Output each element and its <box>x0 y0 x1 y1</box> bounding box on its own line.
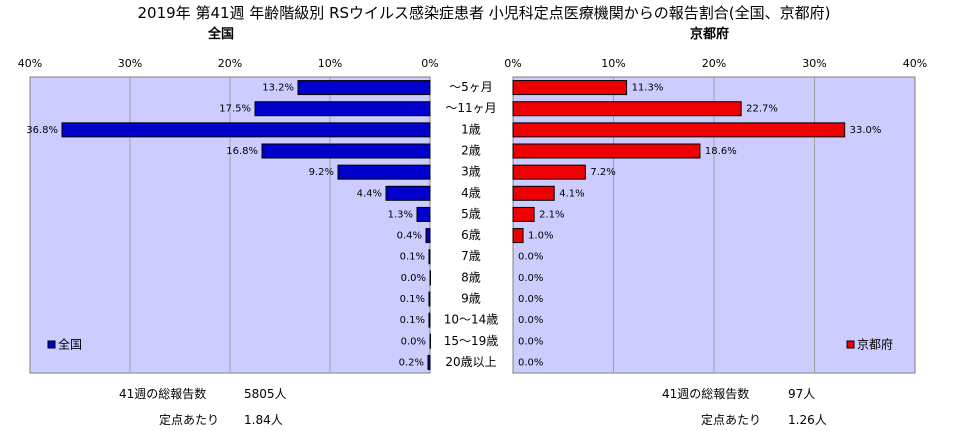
right-bar-value-label: 33.0% <box>850 125 882 136</box>
age-category-label: 15～19歳 <box>444 334 499 348</box>
right-per-value: 1.26人 <box>788 413 827 427</box>
right-bar <box>512 122 846 138</box>
right-bar-value-label: 22.7% <box>746 104 778 115</box>
right-bar-value-label: 11.3% <box>632 83 664 94</box>
legend-swatch-kyoto <box>846 340 855 349</box>
left-bar-value-label: 17.5% <box>219 104 251 115</box>
left-bar <box>385 185 431 201</box>
right-tick-label: 40% <box>903 57 927 70</box>
left-bar <box>61 122 431 138</box>
age-category-label: 3歳 <box>461 165 481 179</box>
right-total-value: 97人 <box>788 387 816 401</box>
left-bar-value-label: 0.4% <box>397 231 422 242</box>
age-category-label: ～11ヶ月 <box>445 101 496 115</box>
age-category-label: 10～14歳 <box>444 313 499 327</box>
right-bar-value-label: 0.0% <box>518 315 543 326</box>
right-tick-label: 0% <box>504 57 521 70</box>
left-bar-value-label: 0.1% <box>400 294 425 305</box>
right-bar <box>512 185 555 201</box>
left-bar <box>254 101 431 117</box>
left-bar-value-label: 4.4% <box>357 188 382 199</box>
left-bar <box>429 333 431 349</box>
right-bar <box>512 143 701 159</box>
left-bar-value-label: 0.0% <box>401 336 426 347</box>
right-bar-value-label: 4.1% <box>559 188 584 199</box>
left-bar <box>427 354 431 370</box>
right-bar <box>512 164 586 180</box>
right-tick-label: 20% <box>702 57 726 70</box>
left-per-label: 定点あたり <box>159 413 220 427</box>
left-bar <box>428 291 431 307</box>
left-bar-value-label: 0.0% <box>401 273 426 284</box>
left-bar <box>425 228 431 244</box>
age-category-label: 1歳 <box>461 122 481 136</box>
left-bar <box>428 312 431 328</box>
age-category-label: 5歳 <box>461 207 481 221</box>
right-bar-value-label: 0.0% <box>518 336 543 347</box>
left-per-value: 1.84人 <box>244 413 283 427</box>
left-panel-label: 全国 <box>208 27 235 42</box>
right-bar-value-label: 0.0% <box>518 294 543 305</box>
chart-title: 2019年 第41週 年齢階級別 RSウイルス感染症患者 小児科定点医療機関から… <box>137 4 831 22</box>
left-bar <box>297 80 431 96</box>
left-bar <box>261 143 431 159</box>
left-bar <box>429 270 431 286</box>
legend-swatch-nation <box>47 340 56 349</box>
left-bar-value-label: 0.1% <box>400 315 425 326</box>
left-tick-label: 10% <box>318 57 342 70</box>
legend-label-kyoto: 京都府 <box>857 337 893 352</box>
left-total-label: 41週の総報告数 <box>119 387 207 401</box>
age-category-label: 8歳 <box>461 270 481 284</box>
left-bar <box>337 164 431 180</box>
right-bar-value-label: 0.0% <box>518 273 543 284</box>
right-bar-value-label: 0.0% <box>518 252 543 263</box>
left-tick-label: 20% <box>218 57 242 70</box>
left-bar-value-label: 1.3% <box>388 209 413 220</box>
right-bar <box>512 80 628 96</box>
left-bar-value-label: 36.8% <box>26 125 58 136</box>
left-total-value: 5805人 <box>244 387 287 401</box>
age-category-label: ～5ヶ月 <box>449 80 493 94</box>
left-tick-label: 40% <box>18 57 42 70</box>
legend-label-nation: 全国 <box>58 337 82 352</box>
age-category-label: 2歳 <box>461 144 481 158</box>
right-bar-value-label: 1.0% <box>528 231 553 242</box>
left-bar-value-label: 9.2% <box>309 167 334 178</box>
right-tick-label: 30% <box>802 57 826 70</box>
right-per-label: 定点あたり <box>701 413 762 427</box>
left-bar-value-label: 0.1% <box>400 252 425 263</box>
left-bar <box>428 249 431 265</box>
left-bar-value-label: 13.2% <box>262 83 294 94</box>
right-total-label: 41週の総報告数 <box>662 387 750 401</box>
left-bar <box>416 206 431 222</box>
right-bar-value-label: 18.6% <box>705 146 737 157</box>
right-bar <box>512 228 524 244</box>
right-bar-value-label: 7.2% <box>590 167 615 178</box>
age-category-label: 6歳 <box>461 228 481 242</box>
age-category-label: 4歳 <box>461 186 481 200</box>
age-category-label: 9歳 <box>461 292 481 306</box>
right-tick-label: 10% <box>601 57 625 70</box>
right-bar <box>512 101 742 117</box>
right-bar-value-label: 0.0% <box>518 357 543 368</box>
right-panel-label: 京都府 <box>690 27 730 42</box>
left-bar-value-label: 0.2% <box>399 357 424 368</box>
left-tick-label: 30% <box>118 57 142 70</box>
age-category-label: 20歳以上 <box>445 355 496 369</box>
left-tick-label: 0% <box>421 57 438 70</box>
right-bar-value-label: 2.1% <box>539 209 564 220</box>
age-category-label: 7歳 <box>461 249 481 263</box>
left-bar-value-label: 16.8% <box>226 146 258 157</box>
right-bar <box>512 206 535 222</box>
